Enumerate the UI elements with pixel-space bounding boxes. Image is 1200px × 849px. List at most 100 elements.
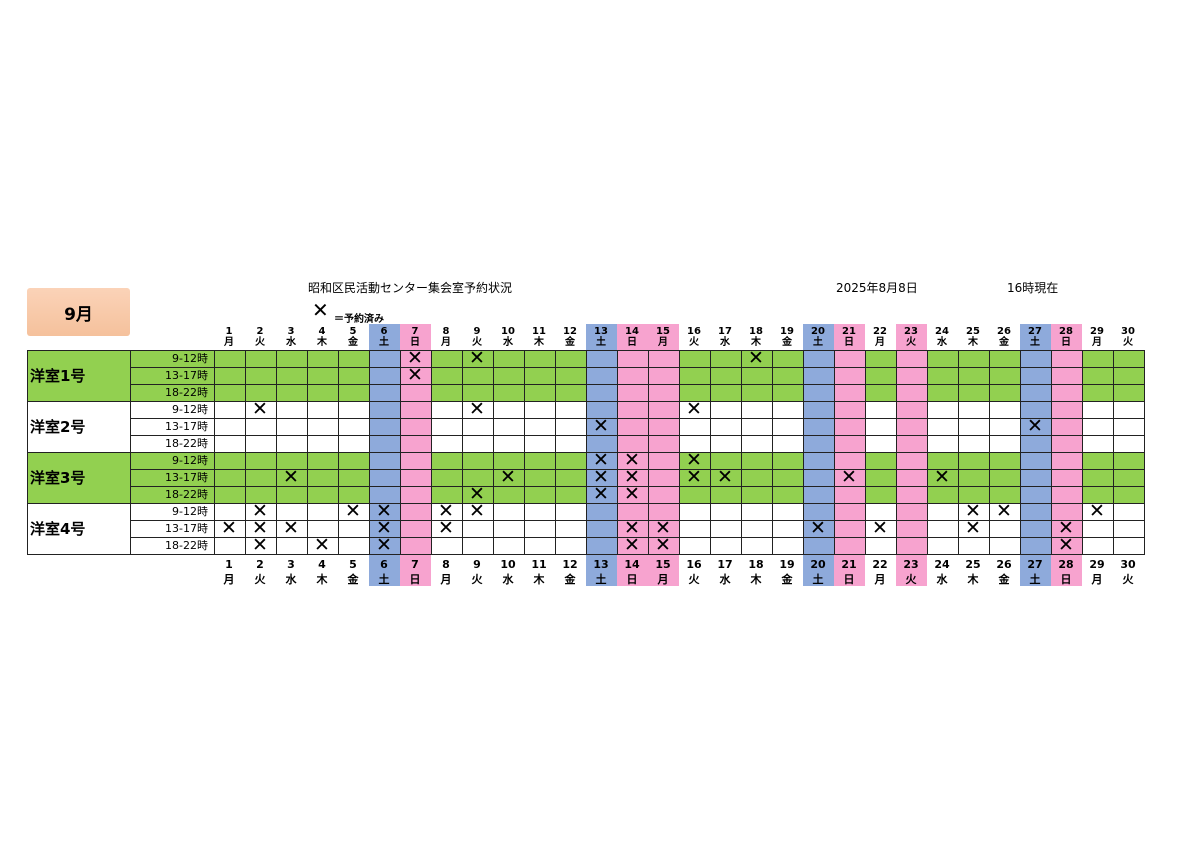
day-number: 15 — [655, 558, 671, 571]
weekday: 水 — [936, 573, 948, 586]
time-slot-label: 13-17時 — [165, 471, 208, 484]
day-number: 3 — [287, 326, 295, 337]
day-column-highlight — [834, 324, 865, 586]
grid-line — [555, 350, 556, 555]
weekday: 火 — [689, 337, 699, 348]
booked-mark-icon: ✕ — [748, 347, 764, 369]
day-number: 10 — [500, 558, 516, 571]
booked-mark-icon: ✕ — [376, 500, 392, 522]
grid-line — [1113, 350, 1114, 555]
day-footer: 22 月 — [865, 557, 895, 587]
day-header: 14 日 — [617, 326, 647, 348]
day-footer: 30 火 — [1113, 557, 1143, 587]
booked-mark-icon: ✕ — [314, 534, 330, 556]
day-number: 14 — [625, 326, 639, 337]
booked-mark-icon: ✕ — [252, 500, 268, 522]
grid-line — [710, 350, 711, 555]
weekday: 金 — [999, 337, 1009, 348]
day-header: 12 金 — [555, 326, 585, 348]
day-number: 29 — [1089, 558, 1105, 571]
day-number: 23 — [903, 558, 919, 571]
grid-line — [741, 350, 742, 555]
day-number: 18 — [748, 558, 764, 571]
day-number: 2 — [256, 326, 264, 337]
booked-mark-icon: ✕ — [438, 517, 454, 539]
time-slot-label: 9-12時 — [172, 454, 208, 467]
sheet-title: 昭和区民活動センター集会室予約状況 — [308, 281, 513, 295]
day-number: 6 — [380, 558, 388, 571]
booked-mark-icon: ✕ — [996, 500, 1012, 522]
grid-line — [493, 350, 494, 555]
day-number: 12 — [563, 326, 577, 337]
day-number: 21 — [841, 558, 857, 571]
booked-mark-icon: ✕ — [624, 449, 640, 471]
weekday: 土 — [595, 573, 607, 586]
booked-mark-icon: ✕ — [376, 534, 392, 556]
weekday: 金 — [998, 573, 1010, 586]
room-label: 洋室2号 — [30, 418, 86, 436]
legend-label: ＝予約済み — [334, 314, 384, 325]
weekday: 水 — [502, 573, 514, 586]
booked-mark-icon: ✕ — [1027, 415, 1043, 437]
day-header: 23 火 — [896, 326, 926, 348]
day-number: 27 — [1028, 326, 1042, 337]
weekday: 土 — [378, 573, 390, 586]
weekday: 金 — [781, 573, 793, 586]
booked-mark-icon: ✕ — [252, 398, 268, 420]
booked-mark-icon: ✕ — [624, 483, 640, 505]
day-number: 16 — [687, 326, 701, 337]
weekday: 金 — [348, 337, 358, 348]
weekday: 火 — [906, 337, 916, 348]
day-number: 26 — [997, 326, 1011, 337]
booked-mark-icon: ✕ — [407, 364, 423, 386]
room-label: 洋室1号 — [30, 367, 86, 385]
grid-line — [307, 350, 308, 555]
booked-mark-icon: ✕ — [1058, 534, 1074, 556]
day-header: 18 木 — [741, 326, 771, 348]
weekday: 火 — [905, 573, 917, 586]
day-number: 19 — [780, 326, 794, 337]
grid-line — [989, 350, 990, 555]
room-label: 洋室3号 — [30, 469, 86, 487]
day-header: 17 水 — [710, 326, 740, 348]
grid-line — [130, 520, 1144, 521]
weekday: 日 — [843, 573, 855, 586]
time-slot-label: 9-12時 — [172, 505, 208, 518]
booked-mark-icon: ✕ — [469, 500, 485, 522]
time-slot-label: 18-22時 — [165, 539, 208, 552]
weekday: 土 — [1030, 337, 1040, 348]
grid-line — [648, 350, 649, 555]
day-number: 11 — [532, 326, 546, 337]
legend-mark-icon: ✕ — [312, 298, 329, 322]
day-header: 16 火 — [679, 326, 709, 348]
day-header: 22 月 — [865, 326, 895, 348]
booked-mark-icon: ✕ — [686, 466, 702, 488]
day-number: 5 — [349, 558, 357, 571]
weekday: 土 — [379, 337, 389, 348]
booked-mark-icon: ✕ — [655, 534, 671, 556]
day-footer: 12 金 — [555, 557, 585, 587]
grid-line — [524, 350, 525, 555]
booked-mark-icon: ✕ — [1058, 517, 1074, 539]
weekday: 水 — [937, 337, 947, 348]
day-footer: 25 木 — [958, 557, 988, 587]
grid-line — [130, 469, 1144, 470]
grid-line — [130, 384, 1144, 385]
day-header: 10 水 — [493, 326, 523, 348]
weekday: 水 — [503, 337, 513, 348]
booked-mark-icon: ✕ — [655, 517, 671, 539]
month-badge: 9月 — [27, 288, 130, 336]
grid-line — [1082, 350, 1083, 555]
day-number: 23 — [904, 326, 918, 337]
as-of-time: 16時現在 — [1007, 281, 1059, 295]
grid-line — [130, 350, 131, 555]
day-header: 21 日 — [834, 326, 864, 348]
day-number: 14 — [624, 558, 640, 571]
weekday: 月 — [875, 337, 885, 348]
